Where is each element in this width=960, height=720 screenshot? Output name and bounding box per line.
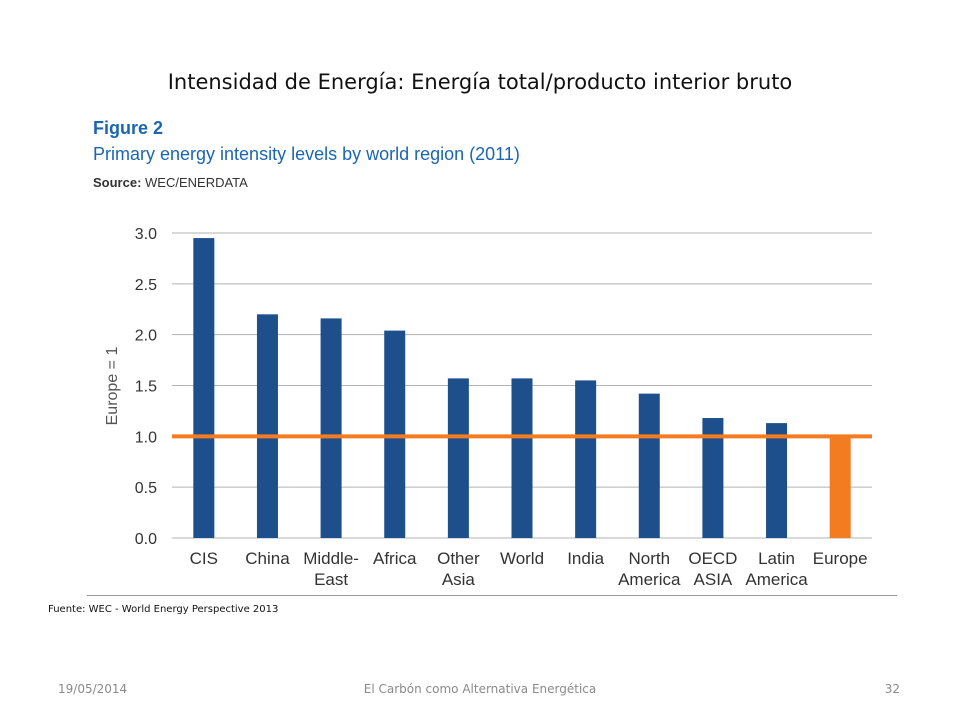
footer-title: El Carbón como Alternativa Energética	[363, 682, 597, 696]
y-tick-label: 3.0	[135, 226, 157, 243]
bar-china	[256, 314, 278, 538]
x-tick-label: OECD	[688, 549, 737, 568]
y-tick-label: 2.0	[135, 328, 157, 345]
bar-latin-america	[766, 423, 788, 538]
x-tick-label: America	[745, 570, 808, 589]
y-axis-label: Europe = 1	[104, 347, 121, 426]
x-tick-label: Asia	[442, 570, 476, 589]
x-tick-label: Latin	[758, 549, 795, 568]
bars	[193, 238, 851, 539]
y-tick-labels: 0.0 0.5 1.0 1.5 2.0 2.5 3.0	[135, 226, 157, 548]
y-tick-label: 0.0	[135, 531, 157, 548]
x-tick-label: America	[618, 570, 681, 589]
x-tick-label: Africa	[373, 549, 417, 568]
bar-europe	[829, 436, 851, 538]
figure-source-value: WEC/ENERDATA	[145, 175, 248, 190]
x-tick-label: ASIA	[694, 570, 733, 589]
x-tick-label: East	[314, 570, 348, 589]
figure-label: Figure 2	[93, 118, 164, 138]
figure-source: Source: WEC/ENERDATA	[93, 175, 248, 190]
x-tick-label: CIS	[190, 549, 218, 568]
bar-africa	[384, 330, 406, 538]
bar-middle-east	[320, 318, 342, 538]
x-tick-label: North	[628, 549, 670, 568]
footer-date: 19/05/2014	[58, 682, 128, 696]
separator-line	[87, 595, 897, 596]
figure-source-label: Source:	[93, 175, 142, 190]
y-tick-label: 1.0	[135, 429, 157, 446]
y-tick-label: 2.5	[135, 277, 157, 294]
x-tick-label: China	[245, 549, 290, 568]
x-tick-label: World	[500, 549, 544, 568]
bar-oecd-asia	[702, 418, 724, 538]
bar-north-america	[638, 393, 660, 538]
x-tick-label: India	[567, 549, 604, 568]
y-tick-label: 1.5	[135, 379, 157, 396]
bar-india	[575, 380, 597, 538]
bar-world	[511, 378, 533, 538]
figure-title: Primary energy intensity levels by world…	[93, 144, 520, 164]
source-note: Fuente: WEC - World Energy Perspective 2…	[48, 604, 279, 615]
x-tick-label: Middle-	[303, 549, 359, 568]
slide-number: 32	[884, 682, 900, 696]
y-tick-label: 0.5	[135, 480, 157, 497]
bar-cis	[193, 238, 215, 539]
x-tick-label: Other	[437, 549, 480, 568]
x-tick-label: Europe	[813, 549, 868, 568]
category-labels: CIS China Middle- East Africa Other Asia World I…	[190, 549, 868, 589]
slide-title: Intensidad de Energía: Energía total/pro…	[167, 70, 793, 94]
bar-other-asia	[447, 378, 469, 538]
